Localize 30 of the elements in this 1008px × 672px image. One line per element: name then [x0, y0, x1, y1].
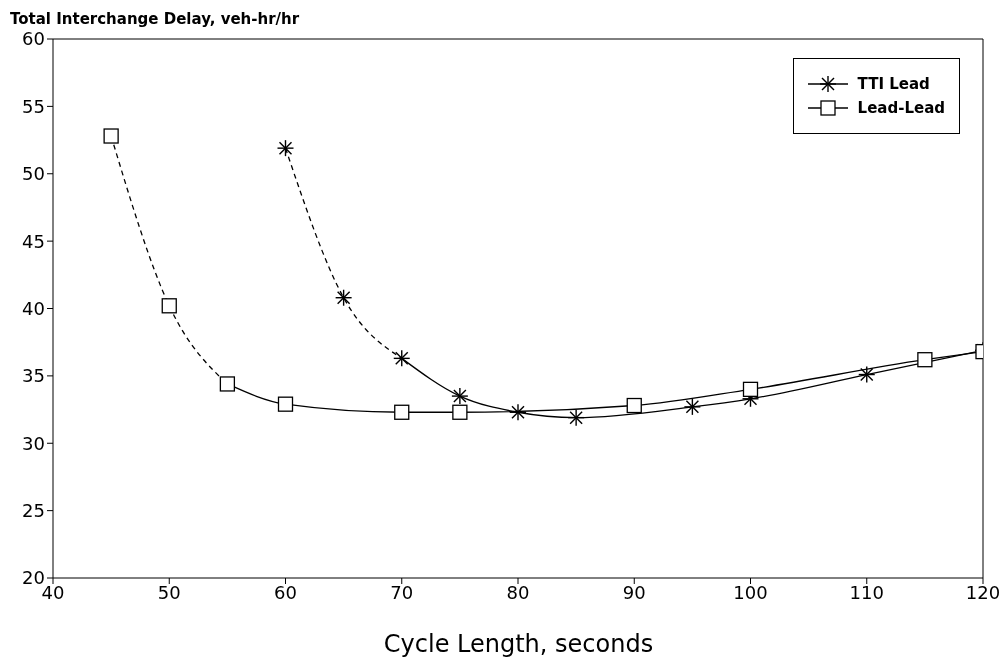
x-tick-label: 70: [390, 581, 414, 603]
x-tick-label: 110: [849, 581, 884, 603]
point: [103, 128, 119, 144]
point: [452, 404, 468, 420]
x-tick-label: 80: [506, 581, 530, 603]
y-tick-label: 60: [22, 28, 45, 50]
point: [917, 352, 933, 368]
point: [626, 397, 642, 414]
y-axis-title: Total Interchange Delay, veh-hr/hr: [10, 10, 300, 28]
y-tick-label: 30: [22, 432, 45, 454]
y-tick-label: 20: [22, 567, 45, 589]
legend-label: Lead-Lead: [857, 99, 945, 117]
y-tick-label: 25: [22, 500, 45, 522]
point: [742, 381, 759, 397]
x-tick-label: 120: [965, 581, 1001, 603]
point: [277, 396, 294, 412]
legend-label: TTI Lead: [857, 75, 930, 93]
y-tick-label: 35: [22, 365, 45, 387]
x-tick-label: 90: [622, 581, 646, 603]
point: [161, 298, 177, 314]
point: [394, 404, 410, 420]
x-tick-label: 100: [733, 581, 768, 603]
y-tick-label: 50: [22, 163, 45, 185]
y-tick-label: 55: [22, 95, 45, 117]
point: [219, 376, 236, 392]
x-tick-label: 60: [274, 581, 297, 603]
x-tick-label: 50: [157, 581, 181, 603]
y-tick-label: 40: [22, 297, 45, 319]
x-axis-title: Cycle Length, seconds: [382, 630, 655, 658]
y-tick-label: 45: [22, 230, 45, 252]
